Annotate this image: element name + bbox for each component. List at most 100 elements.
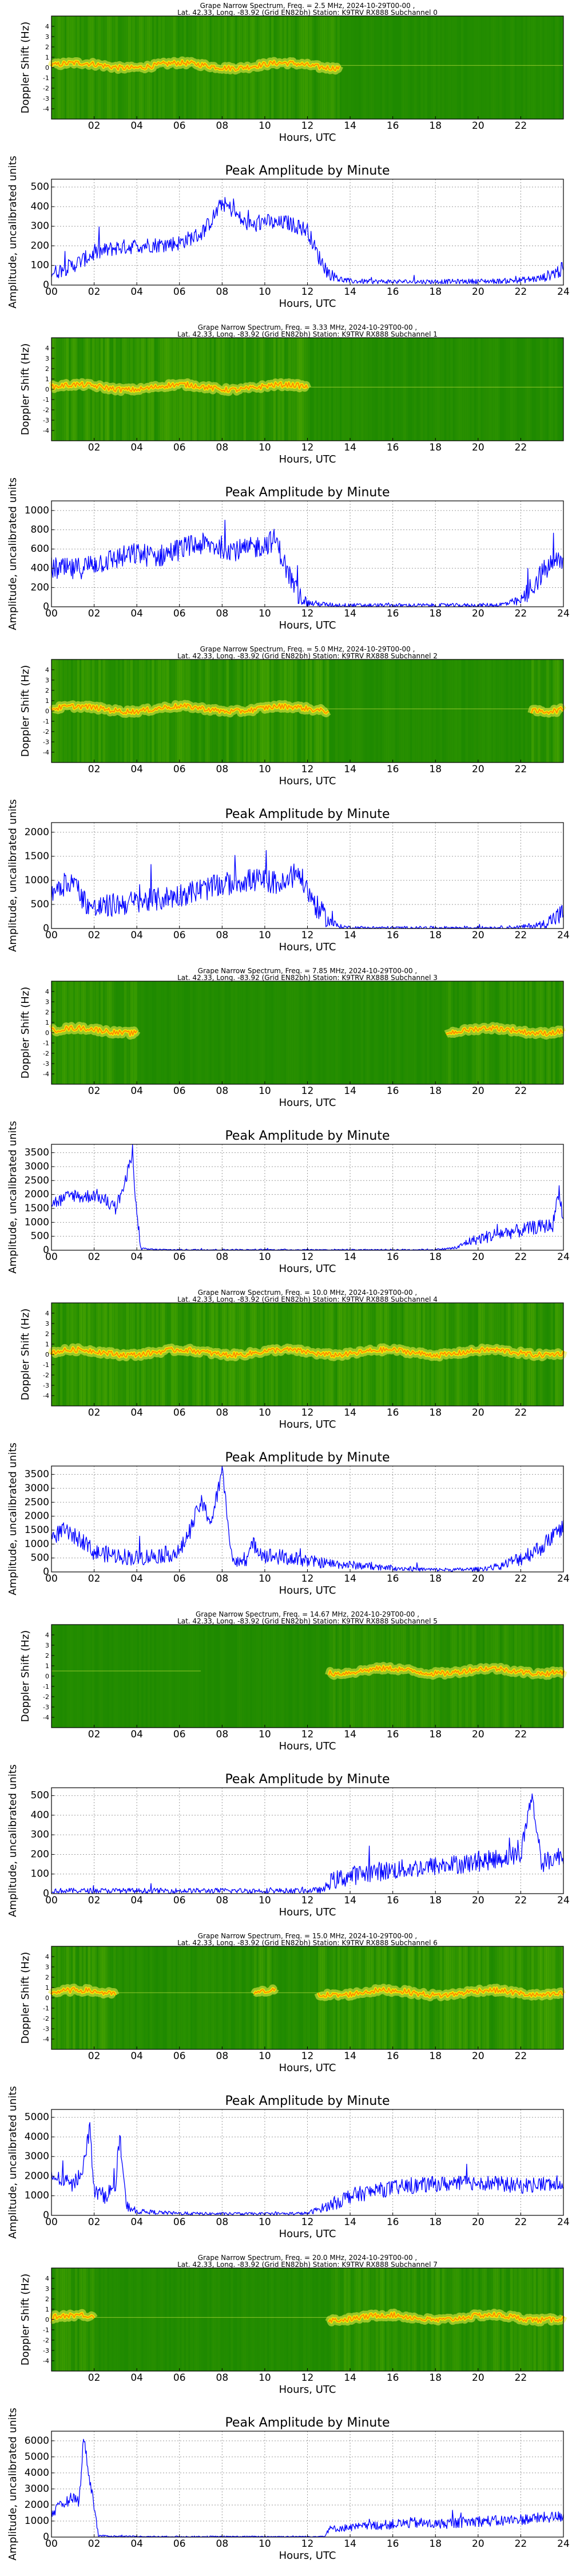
spectrogram-xtick-label: 04 xyxy=(130,120,143,132)
spectrogram-noise-stripe xyxy=(369,338,372,441)
spectrogram-noise-stripe xyxy=(457,16,459,119)
spectrogram-noise-stripe xyxy=(521,338,523,441)
amplitude-xlabel: Hours, UTC xyxy=(279,2550,336,2562)
spectrogram-noise-stripe xyxy=(134,1946,137,2049)
spectrogram-noise-stripe xyxy=(224,1946,227,2049)
spectrogram-noise-stripe xyxy=(250,2268,252,2371)
amplitude-xtick-label: 24 xyxy=(557,2538,570,2550)
spectrogram-noise-stripe xyxy=(486,1625,490,1728)
spectrogram-noise-stripe xyxy=(222,981,225,1084)
spectrogram-noise-stripe xyxy=(313,338,317,441)
spectrogram-trace-core xyxy=(51,1025,137,1036)
spectrogram-noise-stripe xyxy=(508,659,511,762)
spectrogram-noise-stripe xyxy=(354,659,357,762)
spectrogram-noise-stripe xyxy=(177,1625,180,1728)
spectrogram-ytick-label: -3 xyxy=(43,2347,49,2354)
spectrogram-noise-stripe xyxy=(518,1625,522,1728)
spectrogram-noise-stripe xyxy=(109,1625,112,1728)
spectrogram-noise-stripe xyxy=(374,1946,376,2049)
spectrogram-noise-stripe xyxy=(156,1946,158,2049)
spectrogram-noise-stripe xyxy=(203,2268,205,2371)
spectrogram-noise-stripe xyxy=(465,659,468,762)
amplitude-xtick-label: 04 xyxy=(130,2538,143,2550)
spectrogram-noise-stripe xyxy=(486,16,490,119)
spectrogram-noise-stripe xyxy=(88,338,90,441)
spectrogram-noise-stripe xyxy=(284,2268,286,2371)
spectrogram-noise-stripe xyxy=(320,1625,323,1728)
spectrogram-trace-core xyxy=(51,2312,95,2321)
spectrogram-noise-stripe xyxy=(444,659,446,762)
spectrogram-noise-stripe xyxy=(209,1625,212,1728)
spectrogram-noise-stripe xyxy=(359,659,362,762)
spectrogram-noise-stripe xyxy=(508,338,511,441)
spectrogram-ytick-label: 3 xyxy=(45,1642,49,1649)
spectrogram-noise-stripe xyxy=(128,2268,131,2371)
spectrogram-noise-stripe xyxy=(320,338,323,441)
spectrogram-noise-stripe xyxy=(393,981,395,1084)
spectrogram-noise-stripe xyxy=(337,981,340,1084)
spectrogram-noise-stripe xyxy=(343,338,347,441)
amplitude-ytick-label: 500 xyxy=(31,899,49,910)
spectrogram-background xyxy=(51,1946,563,2049)
spectrogram-xtick-label: 10 xyxy=(259,764,271,775)
spectrogram-noise-stripe xyxy=(58,1946,61,2049)
spectrogram-xtick-label: 22 xyxy=(515,2372,527,2384)
spectrogram-noise-stripe xyxy=(152,1625,154,1728)
spectrogram-noise-stripe xyxy=(374,338,376,441)
spectrogram-xlabel: Hours, UTC xyxy=(279,2384,336,2396)
spectrogram-xtick-label: 04 xyxy=(130,2372,143,2384)
spectrogram-noise-stripe xyxy=(401,1625,404,1728)
amplitude-xtick-label: 04 xyxy=(130,930,143,941)
amplitude-ytick-label: 0 xyxy=(43,2531,49,2543)
spectrogram-noise-stripe xyxy=(213,981,216,1084)
spectrogram-xtick-label: 22 xyxy=(515,442,527,453)
spectrogram-ytick-label: -2 xyxy=(43,2015,49,2022)
spectrogram-noise-stripe xyxy=(471,338,474,441)
spectrogram-noise-stripe xyxy=(162,1625,165,1728)
spectrogram-noise-stripe xyxy=(497,1946,500,2049)
spectrogram-noise-stripe xyxy=(429,981,431,1084)
spectrogram-noise-stripe xyxy=(237,2268,240,2371)
amplitude-xtick-label: 20 xyxy=(472,1573,484,1585)
spectrogram-noise-stripe xyxy=(303,981,306,1084)
spectrogram-noise-stripe xyxy=(320,2268,323,2371)
spectrogram-noise-stripe xyxy=(519,659,521,762)
spectrogram-noise-stripe xyxy=(331,981,333,1084)
spectrogram-noise-stripe xyxy=(286,1946,289,2049)
spectrogram-noise-stripe xyxy=(395,981,398,1084)
spectrogram-noise-stripe xyxy=(263,1946,265,2049)
spectrogram-noise-stripe xyxy=(175,981,178,1084)
spectrogram-noise-stripe xyxy=(486,1946,490,2049)
spectrogram-noise-stripe xyxy=(395,659,397,762)
spectrogram-noise-stripe xyxy=(213,1625,216,1728)
amplitude-xtick-label: 12 xyxy=(301,1895,314,1906)
spectrogram-title-line1: Grape Narrow Spectrum, Freq. = 15.0 MHz,… xyxy=(198,1932,417,1940)
spectrogram-noise-stripe xyxy=(391,981,393,1084)
spectrogram-noise-stripe xyxy=(291,2268,293,2371)
spectrogram-ytick-label: 1 xyxy=(45,376,49,383)
spectrogram-ytick-label: -2 xyxy=(43,406,49,414)
amplitude-series-line xyxy=(51,1465,564,1572)
spectrogram-ytick-label: -4 xyxy=(43,2357,49,2365)
spectrogram-ytick-label: 3 xyxy=(45,998,49,1006)
spectrogram-noise-stripe xyxy=(433,338,436,441)
amplitude-ytick-label: 400 xyxy=(31,1809,49,1821)
spectrogram-xtick-label: 12 xyxy=(301,442,314,453)
spectrogram-xtick-label: 06 xyxy=(173,2050,186,2062)
spectrogram-noise-stripe xyxy=(164,981,167,1084)
spectrogram-noise-stripe xyxy=(148,981,150,1084)
amplitude-chart-title: Peak Amplitude by Minute xyxy=(225,1772,390,1787)
spectrogram-ytick-label: -2 xyxy=(43,2337,49,2344)
spectrogram-noise-stripe xyxy=(137,2268,140,2371)
spectrogram-xtick-label: 12 xyxy=(301,2050,314,2062)
spectrogram-xtick-label: 20 xyxy=(472,1407,484,1419)
spectrogram-noise-stripe xyxy=(478,1946,481,2049)
spectrogram-ytick-label: -4 xyxy=(43,1070,49,1078)
spectrogram-noise-stripe xyxy=(499,1625,502,1728)
spectrogram-noise-stripe xyxy=(361,16,363,119)
spectrogram-noise-stripe xyxy=(323,1625,325,1728)
spectrogram-noise-stripe xyxy=(316,338,319,441)
amplitude-xtick-label: 08 xyxy=(216,608,229,619)
spectrogram-noise-stripe xyxy=(488,16,491,119)
amplitude-xtick-label: 20 xyxy=(472,930,484,941)
